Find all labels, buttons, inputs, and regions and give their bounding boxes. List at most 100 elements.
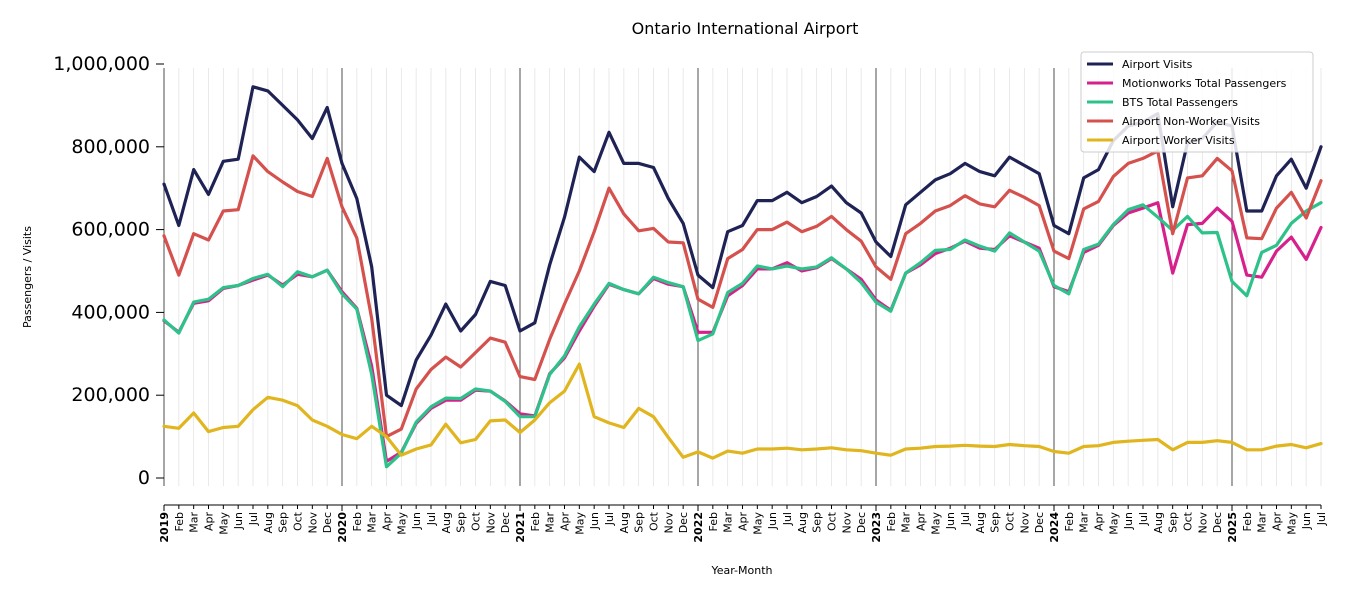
x-tick-label-month: Jun xyxy=(944,512,957,530)
x-tick-label-month: May xyxy=(929,512,942,535)
x-tick-label-month: May xyxy=(217,512,230,535)
x-tick-label-month: Mar xyxy=(188,512,201,533)
x-tick-label-month: May xyxy=(573,512,586,535)
x-tick-label-month: Jul xyxy=(247,512,260,526)
legend: Airport Visits Motionworks Total Passenge… xyxy=(1080,51,1314,153)
chart-title: Ontario International Airport xyxy=(632,19,859,38)
x-tick-label-month: Dec xyxy=(677,512,690,533)
x-tick-label-month: Aug xyxy=(796,512,809,533)
x-axis-label: Year-Month xyxy=(710,564,772,577)
y-tick-label: 200,000 xyxy=(71,384,150,406)
series-line-3 xyxy=(162,201,1323,469)
x-tick-label-month: Jul xyxy=(1137,512,1150,526)
x-tick-label-month: Feb xyxy=(885,512,898,531)
legend-box xyxy=(1080,51,1314,153)
x-tick-label-month: Dec xyxy=(1033,512,1046,533)
x-tick-label-month: Sep xyxy=(811,512,824,533)
x-tick-label-month: Jul xyxy=(425,512,438,526)
x-tick-label-month: Jul xyxy=(1315,512,1328,526)
x-tick-label-month: Jun xyxy=(1300,512,1313,530)
x-tick-label-month: Dec xyxy=(855,512,868,533)
x-tick-label-year: 2019 xyxy=(158,512,171,543)
legend-label: Motionworks Total Passengers xyxy=(1122,77,1287,90)
x-tick-label-month: Jul xyxy=(603,512,616,526)
legend-label: Airport Non-Worker Visits xyxy=(1122,115,1260,128)
x-tick-label-month: Jun xyxy=(1122,512,1135,530)
x-tick-label-month: Feb xyxy=(351,512,364,531)
x-tick-label-month: Oct xyxy=(1004,511,1017,531)
x-tick-label-month: Dec xyxy=(1211,512,1224,533)
x-tick-label-month: Aug xyxy=(1152,512,1165,533)
x-tick-label-month: Dec xyxy=(321,512,334,533)
x-tick-label-month: Aug xyxy=(974,512,987,533)
x-tick-label-month: Feb xyxy=(1063,512,1076,531)
x-tick-label-month: Aug xyxy=(440,512,453,533)
x-tick-label-month: Feb xyxy=(707,512,720,531)
x-tick-label-month: Aug xyxy=(618,512,631,533)
x-tick-label-month: May xyxy=(395,512,408,535)
y-tick-label: 800,000 xyxy=(71,136,150,158)
series-line-4 xyxy=(162,149,1323,439)
x-tick-label-month: Oct xyxy=(470,511,483,531)
series-line-5 xyxy=(162,362,1323,460)
x-tick-label-month: Sep xyxy=(455,512,468,533)
y-tick-label: 0 xyxy=(138,467,150,489)
x-tick-label-month: Sep xyxy=(989,512,1002,533)
x-tick-label-month: Nov xyxy=(484,512,497,534)
x-tick-label-month: Nov xyxy=(662,512,675,534)
x-tick-label-month: Mar xyxy=(1256,512,1269,533)
x-tick-label-year: 2024 xyxy=(1048,512,1061,543)
x-tick-label-year: 2023 xyxy=(870,512,883,543)
x-tick-label-month: Mar xyxy=(1078,512,1091,533)
x-tick-label-month: Mar xyxy=(722,512,735,533)
x-tick-label-month: Apr xyxy=(203,512,216,532)
x-tick-label-month: Nov xyxy=(1196,512,1209,534)
y-tick-label: 1,000,000 xyxy=(53,53,150,75)
x-tick-label-month: Nov xyxy=(306,512,319,534)
x-tick-label-month: Oct xyxy=(648,511,661,531)
axes: 0 200,000 400,000 600,000 800,000 1,000,000 20… xyxy=(53,53,1328,543)
x-tick-label-month: Aug xyxy=(262,512,275,533)
x-tick-label-month: Oct xyxy=(826,511,839,531)
x-tick-label-month: Sep xyxy=(633,512,646,533)
x-tick-label-month: Apr xyxy=(381,512,394,532)
x-tick-label-month: Apr xyxy=(737,512,750,532)
x-tick-label-month: Jun xyxy=(766,512,779,530)
x-tick-label-month: Feb xyxy=(1241,512,1254,531)
x-tick-label-month: Oct xyxy=(1182,511,1195,531)
x-tick-label-month: Mar xyxy=(366,512,379,533)
x-tick-label-month: Apr xyxy=(1271,512,1284,532)
x-tick-label-month: Dec xyxy=(499,512,512,533)
x-tick-label-month: Mar xyxy=(544,512,557,533)
x-tick-label-month: Oct xyxy=(292,511,305,531)
x-tick-label-month: Sep xyxy=(1167,512,1180,533)
x-tick-label-month: Apr xyxy=(1093,512,1106,532)
x-tick-label-month: Feb xyxy=(173,512,186,531)
y-tick-label: 400,000 xyxy=(71,301,150,323)
x-tick-label-month: Sep xyxy=(277,512,290,533)
x-tick-label-year: 2025 xyxy=(1226,512,1239,543)
y-axis-label: Passengers / Visits xyxy=(21,226,34,328)
x-tick-label-month: May xyxy=(1107,512,1120,535)
x-tick-label-month: Apr xyxy=(915,512,928,532)
x-tick-label-year: 2021 xyxy=(514,512,527,543)
x-tick-label-year: 2022 xyxy=(692,512,705,543)
x-tick-label-month: May xyxy=(751,512,764,535)
legend-label: BTS Total Passengers xyxy=(1122,96,1238,109)
y-tick-label: 600,000 xyxy=(71,219,150,241)
x-tick-label-month: Jun xyxy=(588,512,601,530)
x-tick-label-month: Jun xyxy=(410,512,423,530)
legend-label: Airport Visits xyxy=(1122,58,1193,71)
series-lines xyxy=(162,85,1323,469)
x-tick-label-month: Mar xyxy=(900,512,913,533)
x-tick-label-month: Apr xyxy=(559,512,572,532)
x-tick-label-month: Nov xyxy=(1018,512,1031,534)
legend-label: Airport Worker Visits xyxy=(1122,134,1235,147)
x-tick-label-month: Jul xyxy=(781,512,794,526)
x-tick-label-year: 2020 xyxy=(336,512,349,543)
x-tick-label-month: Jun xyxy=(232,512,245,530)
x-tick-label-month: Nov xyxy=(840,512,853,534)
x-tick-label-month: Feb xyxy=(529,512,542,531)
